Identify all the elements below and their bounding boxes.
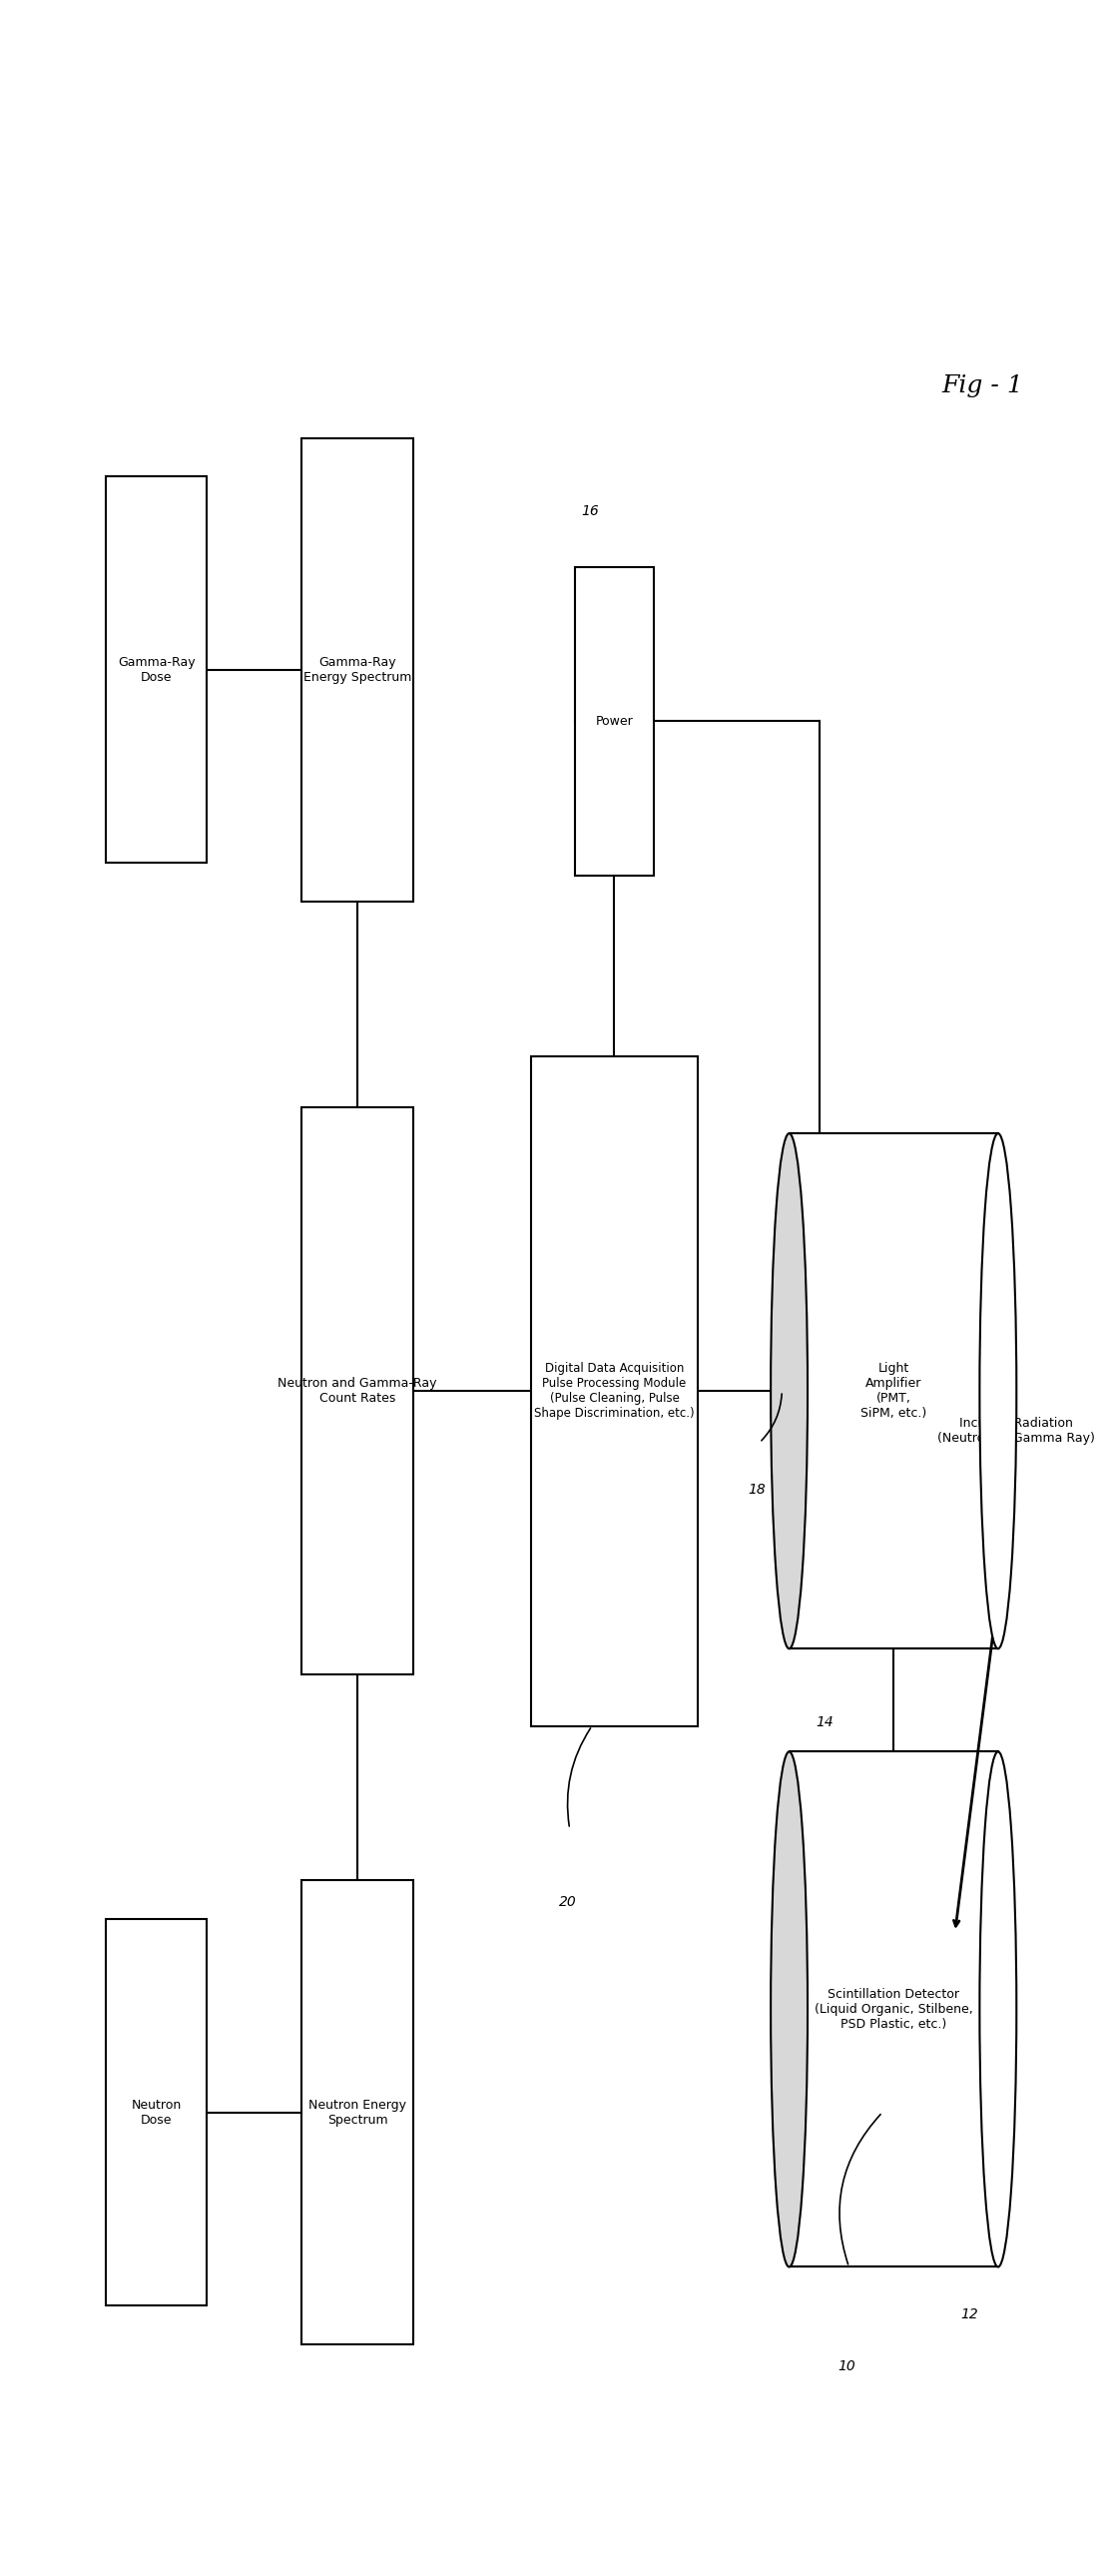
FancyBboxPatch shape — [106, 477, 207, 863]
Text: 18: 18 — [748, 1484, 766, 1497]
Text: Neutron
Dose: Neutron Dose — [132, 2099, 181, 2125]
FancyBboxPatch shape — [302, 438, 413, 902]
Text: Gamma-Ray
Energy Spectrum: Gamma-Ray Energy Spectrum — [304, 657, 411, 683]
FancyBboxPatch shape — [575, 567, 653, 876]
Text: 12: 12 — [961, 2308, 978, 2321]
Ellipse shape — [771, 1752, 808, 2267]
FancyBboxPatch shape — [302, 1108, 413, 1674]
Ellipse shape — [980, 1133, 1016, 1649]
Bar — [789, 1752, 999, 2267]
Ellipse shape — [980, 1752, 1016, 2267]
Text: Digital Data Acquisition
Pulse Processing Module
(Pulse Cleaning, Pulse
Shape Di: Digital Data Acquisition Pulse Processin… — [534, 1363, 695, 1419]
Text: Gamma-Ray
Dose: Gamma-Ray Dose — [117, 657, 195, 683]
Text: Power: Power — [595, 714, 633, 729]
Bar — [789, 1133, 999, 1649]
FancyArrowPatch shape — [567, 1728, 591, 1826]
FancyBboxPatch shape — [106, 1919, 207, 2306]
Text: Scintillation Detector
(Liquid Organic, Stilbene,
PSD Plastic, etc.): Scintillation Detector (Liquid Organic, … — [814, 1989, 973, 2030]
FancyBboxPatch shape — [302, 1880, 413, 2344]
Text: Incident Radiation
(Neutron or Gamma Ray): Incident Radiation (Neutron or Gamma Ray… — [937, 1417, 1096, 1445]
Text: Neutron Energy
Spectrum: Neutron Energy Spectrum — [308, 2099, 407, 2125]
Text: Fig - 1: Fig - 1 — [942, 376, 1024, 397]
Ellipse shape — [771, 1133, 808, 1649]
Text: 20: 20 — [558, 1896, 576, 1909]
Text: 16: 16 — [581, 505, 599, 518]
FancyBboxPatch shape — [531, 1056, 698, 1726]
FancyArrowPatch shape — [840, 2115, 880, 2264]
Text: 14: 14 — [815, 1716, 833, 1728]
Text: Neutron and Gamma-Ray
Count Rates: Neutron and Gamma-Ray Count Rates — [278, 1378, 437, 1404]
Text: 10: 10 — [838, 2360, 856, 2372]
FancyArrowPatch shape — [762, 1394, 782, 1440]
Text: Light
Amplifier
(PMT,
SiPM, etc.): Light Amplifier (PMT, SiPM, etc.) — [860, 1363, 927, 1419]
